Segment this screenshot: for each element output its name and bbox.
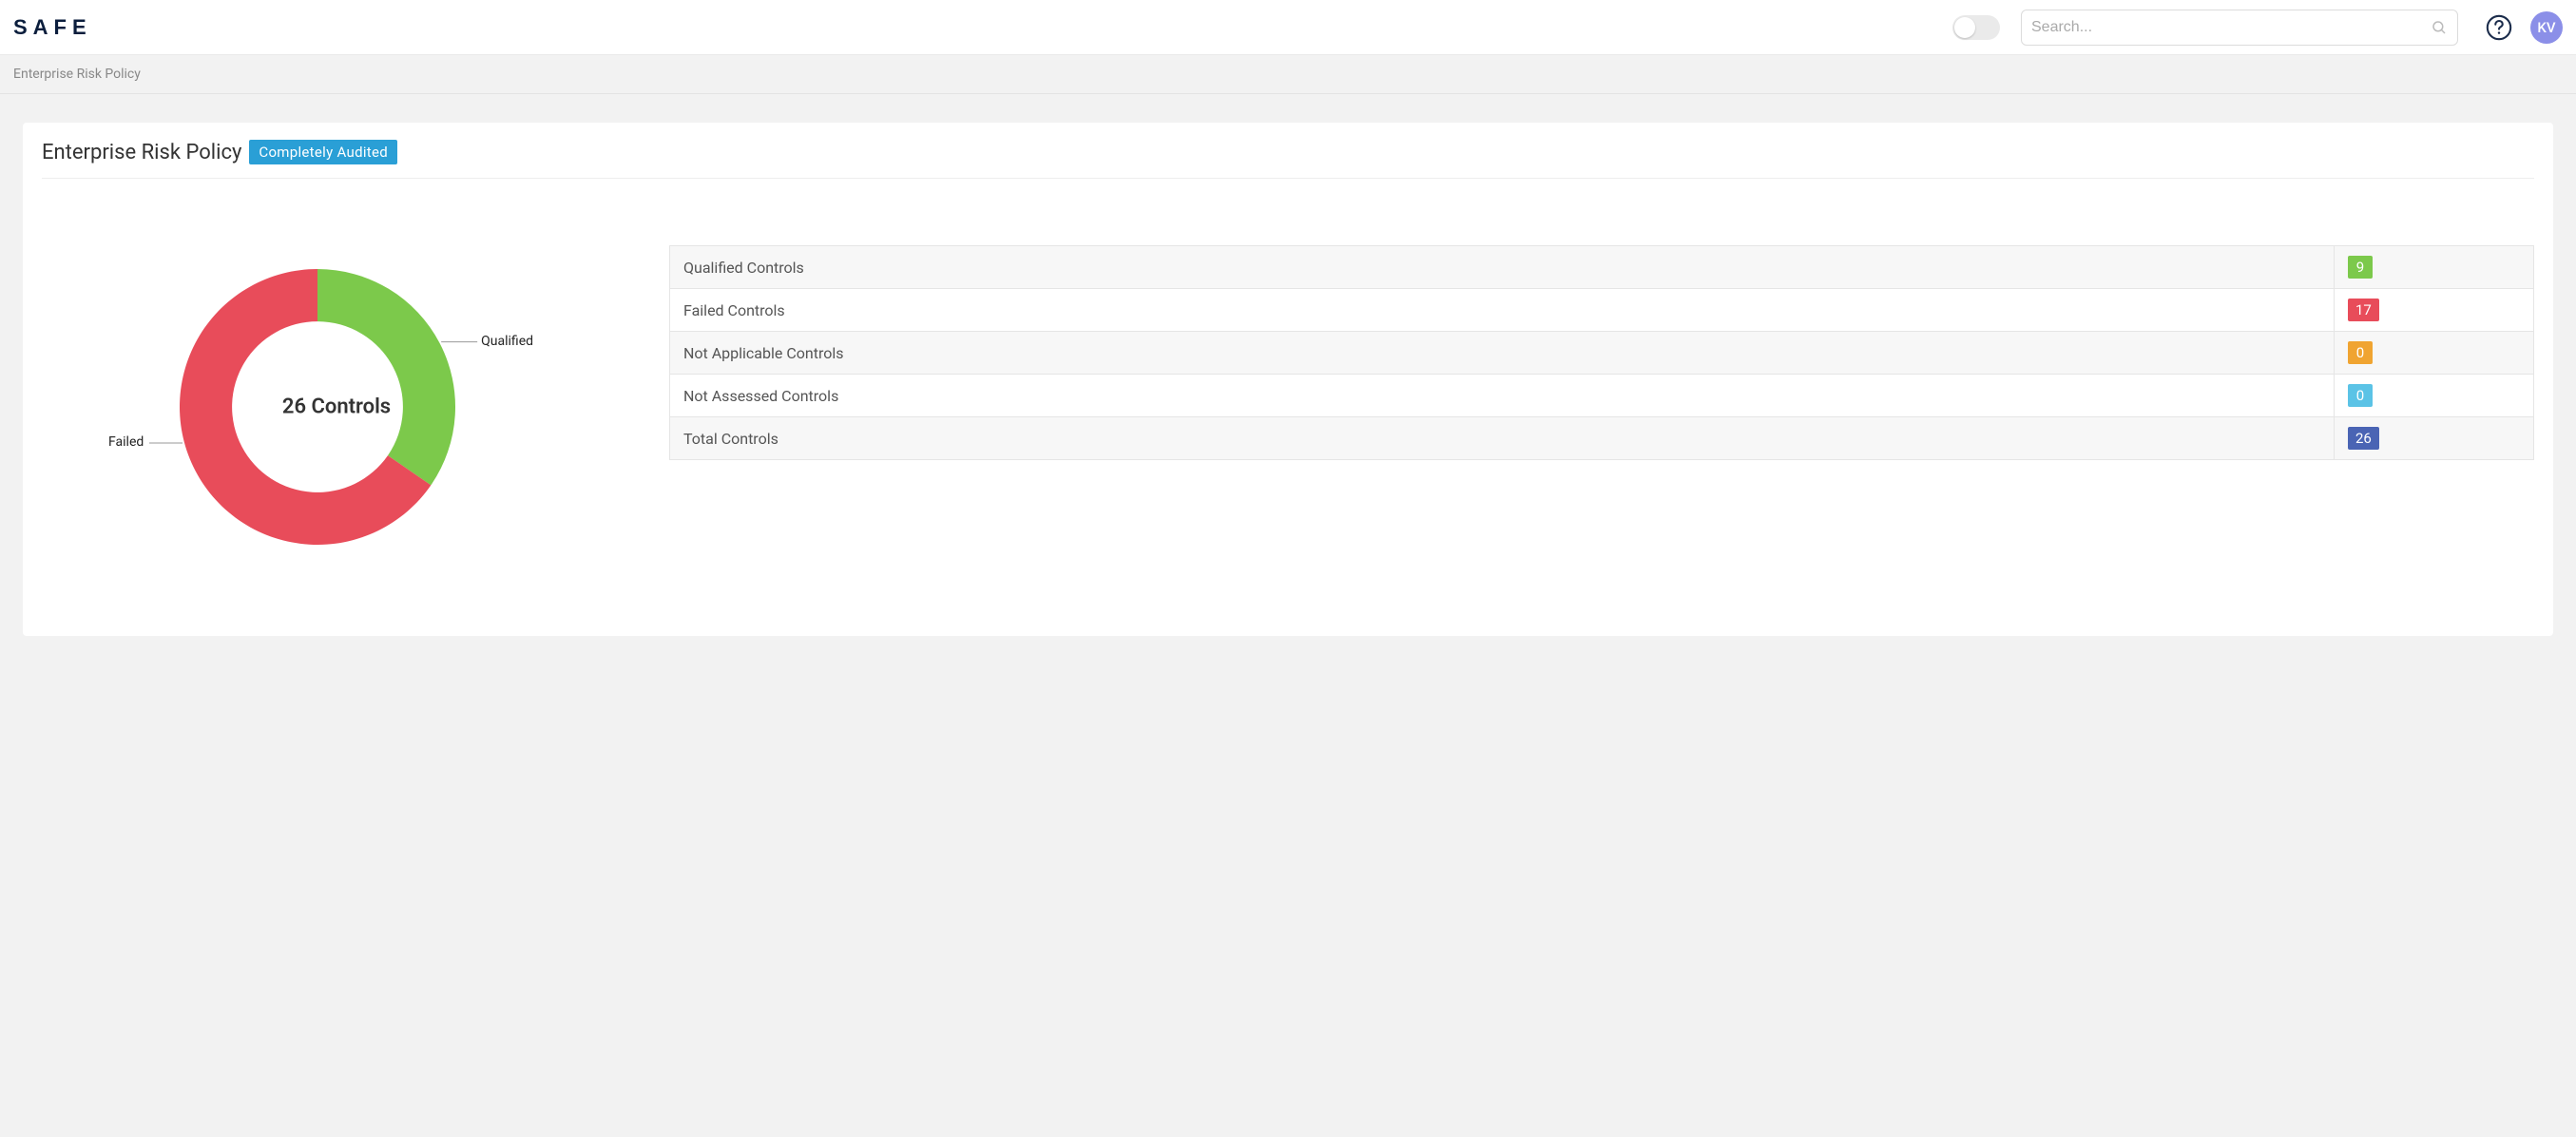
page-body: Enterprise Risk Policy Completely Audite… [0, 94, 2576, 665]
row-label: Qualified Controls [670, 246, 2335, 289]
donut-slice-qualified [317, 269, 455, 485]
search-input[interactable] [2031, 19, 2431, 36]
help-icon[interactable] [2485, 13, 2513, 42]
row-label: Not Applicable Controls [670, 332, 2335, 375]
row-value-cell: 0 [2335, 375, 2534, 417]
donut-column: 26 Controls Qualified Failed [42, 245, 631, 568]
count-badge: 17 [2348, 299, 2379, 321]
avatar[interactable]: KV [2530, 11, 2563, 44]
topbar: SAFE KV [0, 0, 2576, 55]
table-row: Not Applicable Controls 0 [670, 332, 2534, 375]
page-title: Enterprise Risk Policy [42, 141, 241, 164]
dark-mode-toggle[interactable] [1952, 15, 2000, 40]
donut-chart: 26 Controls Qualified Failed [137, 245, 536, 568]
row-value-cell: 0 [2335, 332, 2534, 375]
breadcrumb-text: Enterprise Risk Policy [13, 67, 141, 82]
search-box[interactable] [2021, 10, 2458, 46]
row-label: Not Assessed Controls [670, 375, 2335, 417]
table-row: Total Controls 26 [670, 417, 2534, 460]
count-badge: 9 [2348, 256, 2373, 279]
table-row: Not Assessed Controls 0 [670, 375, 2534, 417]
slice-label-qualified: Qualified [481, 334, 533, 349]
slice-label-failed: Failed [108, 434, 144, 450]
status-badge: Completely Audited [249, 140, 397, 164]
search-icon [2431, 19, 2448, 36]
row-value-cell: 26 [2335, 417, 2534, 460]
breadcrumb: Enterprise Risk Policy [0, 55, 2576, 94]
logo: SAFE [13, 15, 92, 40]
row-value-cell: 9 [2335, 246, 2534, 289]
row-value-cell: 17 [2335, 289, 2534, 332]
count-badge: 0 [2348, 341, 2373, 364]
count-badge: 26 [2348, 427, 2379, 450]
count-badge: 0 [2348, 384, 2373, 407]
policy-card: Enterprise Risk Policy Completely Audite… [23, 123, 2553, 636]
donut-center-label: 26 Controls [282, 395, 391, 419]
controls-table: Qualified Controls 9 Failed Controls 17 Not … [669, 245, 2534, 460]
row-label: Total Controls [670, 417, 2335, 460]
content-row: 26 Controls Qualified Failed Qualified C… [42, 245, 2534, 568]
table-row: Qualified Controls 9 [670, 246, 2534, 289]
toggle-knob [1954, 17, 1975, 38]
row-label: Failed Controls [670, 289, 2335, 332]
table-row: Failed Controls 17 [670, 289, 2534, 332]
card-header: Enterprise Risk Policy Completely Audite… [42, 140, 2534, 179]
controls-table-column: Qualified Controls 9 Failed Controls 17 Not … [669, 245, 2534, 460]
